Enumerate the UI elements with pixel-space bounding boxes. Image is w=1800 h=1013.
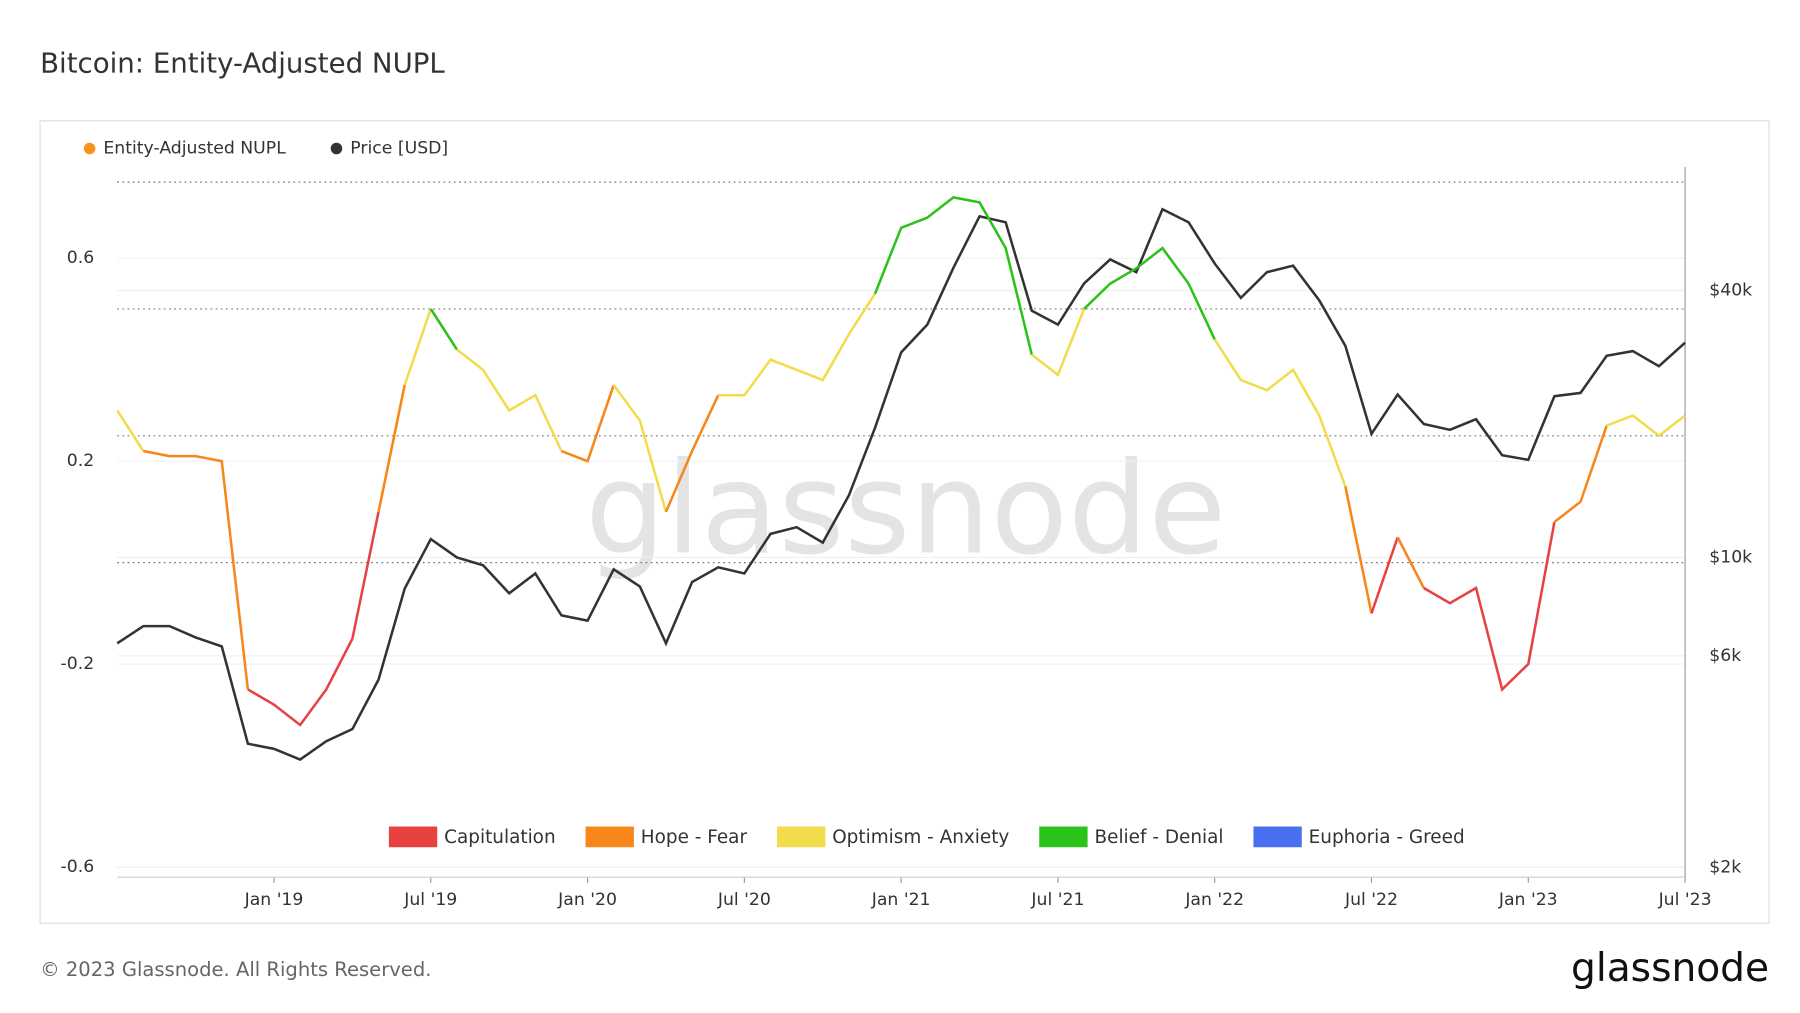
x-tick-label: Jul '22 [1344,890,1398,910]
nupl-line [718,293,877,397]
nupl-line [1344,486,1373,614]
y2-tick-label: $40k [1709,280,1752,300]
x-tick-label: Jan '20 [557,890,617,910]
logo: glassnode [1571,946,1769,991]
zone-swatch [1039,826,1088,848]
nupl-line [1606,414,1686,438]
nupl-line [1083,246,1216,340]
nupl-line [116,409,145,452]
nupl-line [664,394,720,513]
nupl-line [1031,308,1086,377]
y2-tick-label: $6k [1709,646,1741,666]
nupl-line [1370,536,1399,614]
zone-label: Hope - Fear [641,827,748,848]
nupl-line [377,384,406,513]
price-line [116,207,1686,761]
x-tick-label: Jul '23 [1658,890,1712,910]
zone-swatch [1253,826,1302,848]
x-tick-label: Jan '21 [871,890,931,910]
nupl-line [1423,521,1556,692]
footer: © 2023 Glassnode. All Rights Reserved. [40,958,431,981]
y-tick-label: -0.2 [61,654,95,674]
nupl-line [612,384,668,513]
y2-tick-label: $2k [1709,857,1741,877]
zone-label: Belief - Denial [1094,827,1223,848]
y-tick-label: 0.2 [67,451,94,471]
x-tick-label: Jul '20 [717,890,771,910]
nupl-line [873,196,1034,355]
nupl-line [143,449,250,690]
watermark: glassnode [585,435,1226,583]
nupl-line [247,511,380,727]
x-tick-label: Jan '23 [1498,890,1558,910]
zone-label: Capitulation [444,827,555,848]
nupl-line [429,308,458,351]
legend-dot [330,142,343,155]
chart-frame [39,120,1770,924]
nupl-line [403,308,432,386]
x-tick-label: Jul '19 [403,890,457,910]
x-tick-label: Jan '19 [244,890,304,910]
legend-dot [83,142,96,155]
nupl-line [1213,338,1347,487]
nupl-line [456,348,563,452]
nupl-line [1553,425,1608,524]
x-tick-label: Jan '22 [1184,890,1244,910]
x-tick-label: Jul '21 [1030,890,1084,910]
legend-label: Entity-Adjusted NUPL [103,138,286,158]
y-tick-label: -0.6 [61,857,95,877]
chart-title: Bitcoin: Entity-Adjusted NUPL [40,46,445,79]
y-tick-label: 0.6 [67,248,94,268]
nupl-line [560,384,615,463]
zone-swatch [585,826,634,848]
legend-label: Price [USD] [350,138,448,158]
zone-label: Optimism - Anxiety [832,827,1009,848]
zone-swatch [388,826,438,848]
y2-tick-label: $10k [1709,547,1752,567]
nupl-line [1396,536,1425,589]
zone-swatch [776,826,826,848]
zone-label: Euphoria - Greed [1309,827,1465,848]
